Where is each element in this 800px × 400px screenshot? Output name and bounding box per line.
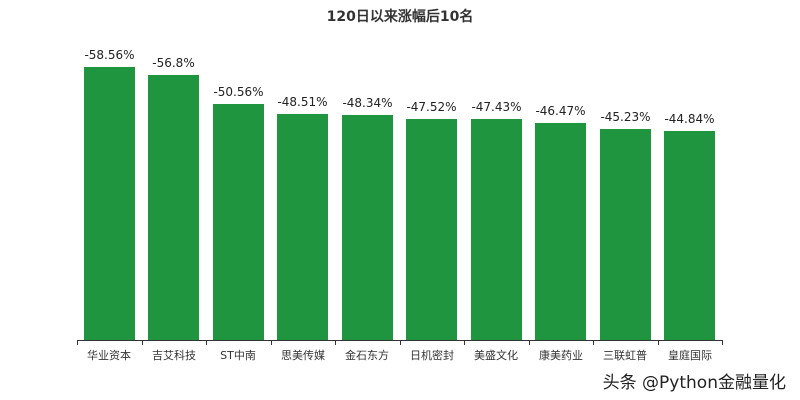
x-axis-label: 华业资本 — [87, 349, 131, 362]
x-axis-label: 皇庭国际 — [668, 349, 712, 362]
x-axis-tick — [658, 340, 659, 345]
bar[interactable] — [471, 118, 522, 340]
bar-value-label: -58.56% — [84, 48, 135, 63]
bar[interactable] — [213, 104, 264, 340]
chart-title: 120日以来涨幅后10名 — [326, 9, 474, 25]
plot-area: -58.56% -56.8% -50.56% -48.51% -48.34% -47.52… — [77, 0, 722, 340]
bar[interactable] — [148, 75, 199, 340]
bar-value-label: -47.52% — [406, 99, 457, 114]
bar-value-label: -50.56% — [213, 85, 264, 100]
x-axis-label: 康美药业 — [539, 349, 583, 362]
bar-value-label: -47.43% — [471, 99, 522, 114]
bar-value-label: -45.23% — [600, 110, 651, 125]
bar-value-label: -44.84% — [664, 112, 715, 127]
x-axis-label: 金石东方 — [345, 349, 389, 362]
x-axis-tick — [722, 340, 723, 345]
x-axis-label: 三联虹普 — [603, 349, 647, 362]
x-axis-tick — [464, 340, 465, 345]
bar-value-label: -46.47% — [535, 104, 586, 119]
bar[interactable] — [600, 129, 651, 340]
x-axis-tick — [400, 340, 401, 345]
x-axis-tick — [206, 340, 207, 345]
x-axis — [77, 340, 722, 341]
bar-value-label: -56.8% — [152, 56, 195, 71]
x-axis-tick — [142, 340, 143, 345]
bar[interactable] — [406, 118, 457, 340]
bar[interactable] — [535, 123, 586, 340]
x-axis-tick — [593, 340, 594, 345]
bar[interactable] — [342, 114, 393, 340]
watermark: 头条 @Python金融量化 — [602, 373, 786, 393]
bar-value-label: -48.51% — [277, 94, 328, 109]
x-axis-label: 吉艾科技 — [152, 349, 196, 362]
x-axis-tick — [271, 340, 272, 345]
x-axis-label: 思美传媒 — [281, 349, 325, 362]
bar[interactable] — [277, 113, 328, 340]
x-axis-label: 日机密封 — [410, 349, 454, 362]
x-axis-label: 美盛文化 — [474, 349, 518, 362]
bar[interactable] — [664, 131, 715, 340]
x-axis-label: ST中南 — [220, 349, 256, 362]
bar-value-label: -48.34% — [342, 95, 393, 110]
x-axis-tick — [529, 340, 530, 345]
bar[interactable] — [84, 67, 135, 340]
x-axis-tick — [77, 340, 78, 345]
x-axis-tick — [335, 340, 336, 345]
